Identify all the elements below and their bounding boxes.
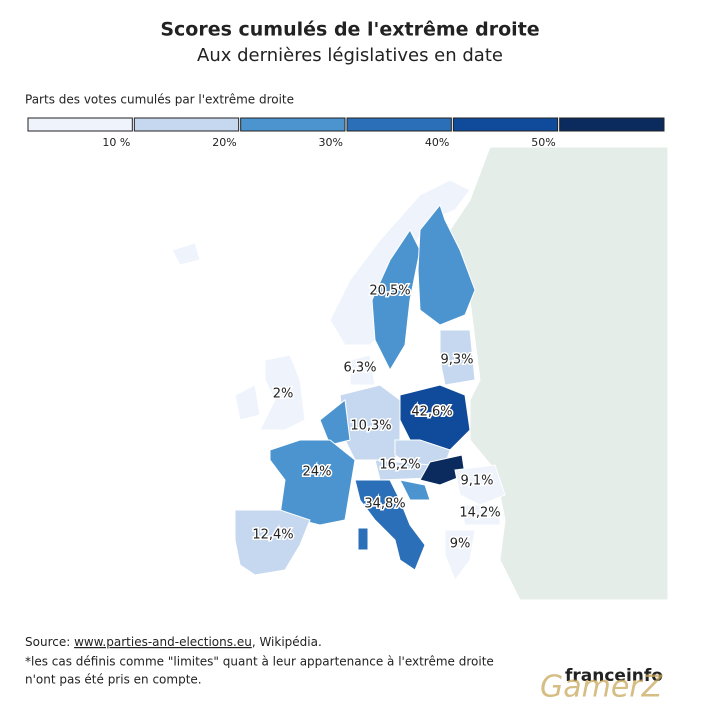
map-label: 34,8% <box>364 497 405 512</box>
map-label: 9% <box>450 537 471 552</box>
map-label: 42,6% <box>411 405 452 420</box>
country <box>399 479 431 501</box>
country <box>259 354 306 431</box>
map-label: 14,2% <box>459 506 500 521</box>
legend-title: Parts des votes cumulés par l'extrême dr… <box>25 93 294 107</box>
country <box>419 454 466 486</box>
map <box>171 146 669 601</box>
map-label: 16,2% <box>379 458 420 473</box>
brand: franceinfo <box>565 666 663 686</box>
country <box>399 384 471 451</box>
map-labels: 20,5% 6,3% 9,3% 2% 42,6% 10,3% 24% 16,2% 9,1% 34,… <box>251 282 502 553</box>
legend-swatch <box>346 117 452 132</box>
country <box>454 464 506 506</box>
country <box>234 384 261 421</box>
legend-swatch <box>240 117 346 132</box>
country <box>269 439 356 526</box>
map-label: 9,3% <box>440 353 473 368</box>
country <box>439 329 476 386</box>
watermark: GamerZ <box>540 670 664 705</box>
title: Scores cumulés de l'extrême droite <box>160 19 539 41</box>
country <box>234 509 311 576</box>
map-label: 10,3% <box>350 419 391 434</box>
legend: 10 % 20% 30% 40% 50% <box>27 117 665 149</box>
country <box>171 242 201 266</box>
footnote: *les cas définis comme "limites" quant à… <box>25 655 494 669</box>
legend-tick-label: 30% <box>319 136 343 149</box>
non-eu-land <box>449 146 669 601</box>
country <box>349 354 376 386</box>
country <box>444 529 476 582</box>
legend-tick-label: 10 % <box>102 136 130 149</box>
map-label: 12,4% <box>252 528 293 543</box>
legend-swatch <box>559 117 665 132</box>
source: Source: www.parties-and-elections.eu, Wi… <box>25 635 322 649</box>
country <box>459 504 501 526</box>
legend-tick-label: 40% <box>425 136 449 149</box>
source-suffix: , Wikipédia. <box>252 635 322 649</box>
country <box>357 527 369 551</box>
source-prefix: Source: <box>25 635 70 649</box>
legend-swatch <box>452 117 559 132</box>
legend-swatch <box>27 117 133 132</box>
legend-tick-label: 50% <box>531 136 555 149</box>
map-label: 20,5% <box>369 284 410 299</box>
country <box>354 479 426 571</box>
source-link[interactable]: www.parties-and-elections.eu <box>74 635 252 649</box>
map-label: 6,3% <box>343 361 376 376</box>
subtitle: Aux dernières législatives en date <box>197 45 503 66</box>
country <box>319 399 351 446</box>
map-label: 24% <box>303 465 332 480</box>
country <box>417 203 476 326</box>
footnote: n'ont pas été pris en compte. <box>25 673 202 687</box>
map-label: 9,1% <box>460 474 493 489</box>
legend-tick-label: 20% <box>212 136 236 149</box>
map-label: 2% <box>273 387 294 402</box>
legend-swatch <box>133 117 240 132</box>
